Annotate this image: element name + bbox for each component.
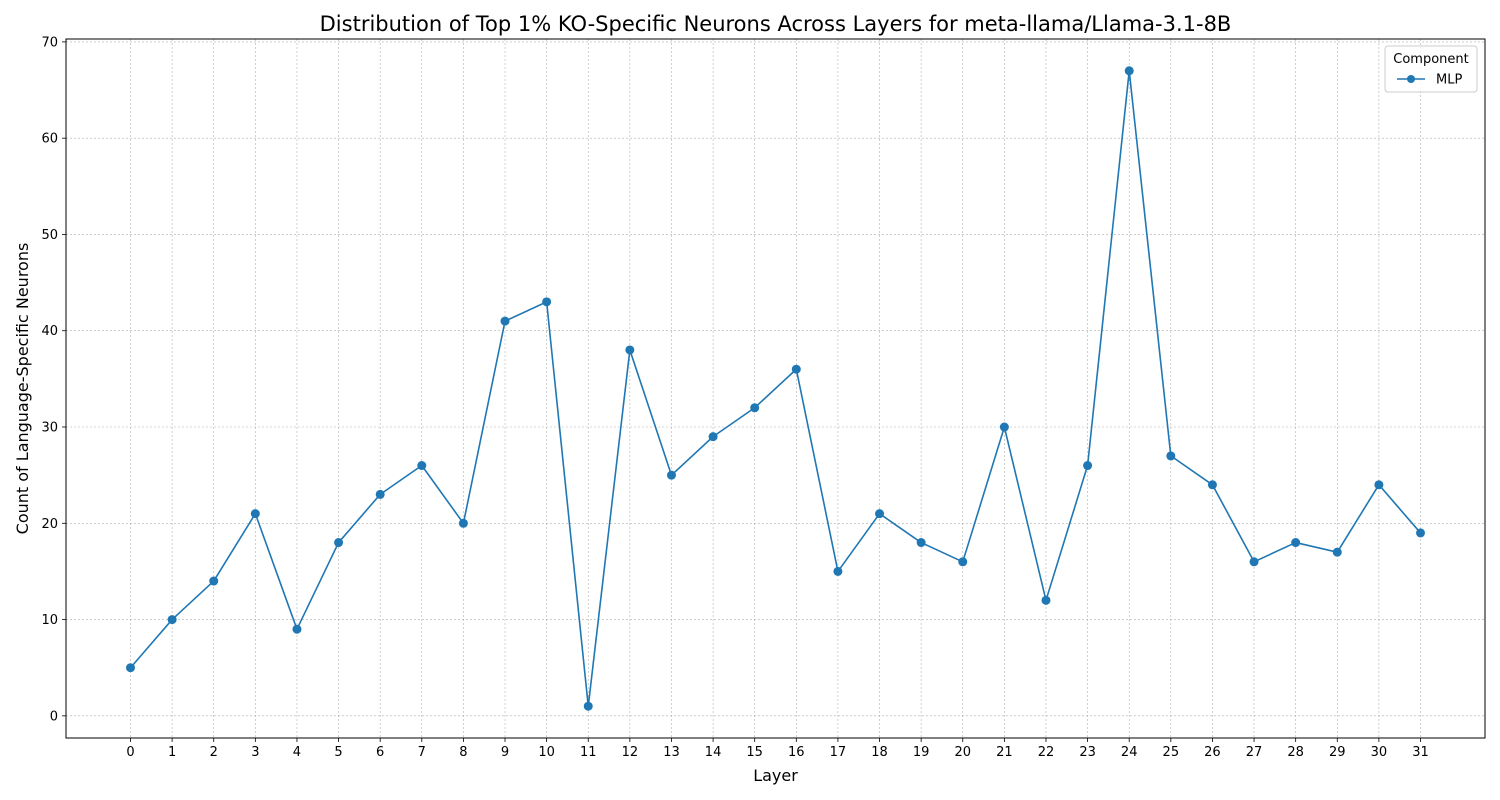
data-point [1374, 480, 1384, 490]
x-tick-label: 10 [538, 745, 555, 760]
chart-title: Distribution of Top 1% KO-Specific Neuro… [320, 12, 1232, 36]
x-tick-label: 4 [293, 745, 301, 760]
x-tick-label: 12 [622, 745, 639, 760]
data-point [666, 470, 676, 480]
y-tick-label: 40 [41, 324, 58, 339]
data-point [292, 624, 302, 634]
data-point [958, 557, 968, 567]
x-tick-label: 30 [1371, 745, 1388, 760]
series-line-mlp [129, 69, 1422, 708]
x-tick-label: 8 [459, 745, 467, 760]
y-tick-label: 60 [41, 132, 58, 147]
series-layer [126, 66, 1425, 711]
y-tick-label: 30 [41, 421, 58, 436]
legend-title: Component [1393, 52, 1468, 67]
data-point [1083, 461, 1093, 471]
data-point [875, 509, 885, 519]
data-point [1166, 451, 1176, 461]
y-tick-label: 20 [41, 517, 58, 532]
data-point [458, 518, 468, 528]
data-point [1207, 480, 1217, 490]
x-tick-label: 21 [996, 745, 1013, 760]
x-tick-label: 7 [418, 745, 426, 760]
x-tick-label: 17 [830, 745, 847, 760]
x-axis-label: Layer [753, 766, 798, 785]
x-tick-label: 23 [1079, 745, 1096, 760]
data-point [1041, 595, 1051, 605]
x-tick-label: 15 [746, 745, 763, 760]
x-tick-label: 3 [251, 745, 259, 760]
data-point [750, 403, 760, 413]
x-tick-label: 16 [788, 745, 805, 760]
data-point [1416, 528, 1425, 538]
y-tick-label: 50 [41, 228, 58, 243]
data-point [209, 576, 219, 586]
y-tick-label: 0 [50, 709, 58, 724]
data-point [126, 663, 135, 673]
x-tick-label: 22 [1038, 745, 1055, 760]
data-point [833, 566, 843, 576]
x-tick-label: 19 [913, 745, 930, 760]
x-tick-label: 24 [1121, 745, 1138, 760]
plot-frame [65, 38, 1486, 739]
data-point [375, 489, 385, 499]
legend-label: MLP [1436, 73, 1462, 88]
data-point [542, 297, 552, 307]
data-point [417, 461, 427, 471]
y-tick-label: 70 [41, 35, 58, 50]
x-tick-label: 1 [168, 745, 176, 760]
x-tick-label: 5 [334, 745, 342, 760]
data-point [583, 701, 593, 711]
x-tick-label: 26 [1204, 745, 1221, 760]
data-point [916, 538, 926, 548]
x-tick-label: 0 [126, 745, 134, 760]
x-tick-label: 2 [210, 745, 218, 760]
x-tick-label: 20 [954, 745, 971, 760]
legend: Component MLP [1384, 45, 1478, 93]
data-point [625, 345, 635, 355]
data-point [1124, 66, 1134, 76]
data-point [1332, 547, 1342, 557]
x-tick-label: 13 [663, 745, 680, 760]
data-point [1249, 557, 1259, 567]
data-point [708, 432, 718, 442]
x-tick-label: 25 [1163, 745, 1180, 760]
data-point [1291, 538, 1301, 548]
grid-layer [66, 39, 1485, 738]
data-point [250, 509, 260, 519]
x-tick-label: 27 [1246, 745, 1263, 760]
data-point [500, 316, 510, 326]
legend-marker-swatch [1407, 75, 1415, 83]
x-tick-label: 6 [376, 745, 384, 760]
x-tick-label: 29 [1329, 745, 1346, 760]
y-tick-label: 10 [41, 613, 58, 628]
x-tick-label: 14 [705, 745, 722, 760]
data-point [334, 538, 344, 548]
x-tick-label: 11 [580, 745, 597, 760]
x-tick-label: 18 [871, 745, 888, 760]
data-point [791, 364, 801, 374]
data-point [167, 615, 177, 625]
x-tick-label: 31 [1412, 745, 1429, 760]
data-point [999, 422, 1009, 432]
x-tick-label: 9 [501, 745, 509, 760]
y-axis-label: Count of Language-Specific Neurons [13, 243, 32, 535]
x-tick-label: 28 [1287, 745, 1304, 760]
ticks-layer: 0 1 2 3 4 5 6 7 8 9 10 11 12 13 14 15 16 17 18 19 20 21 22 23 24… [41, 35, 1428, 760]
